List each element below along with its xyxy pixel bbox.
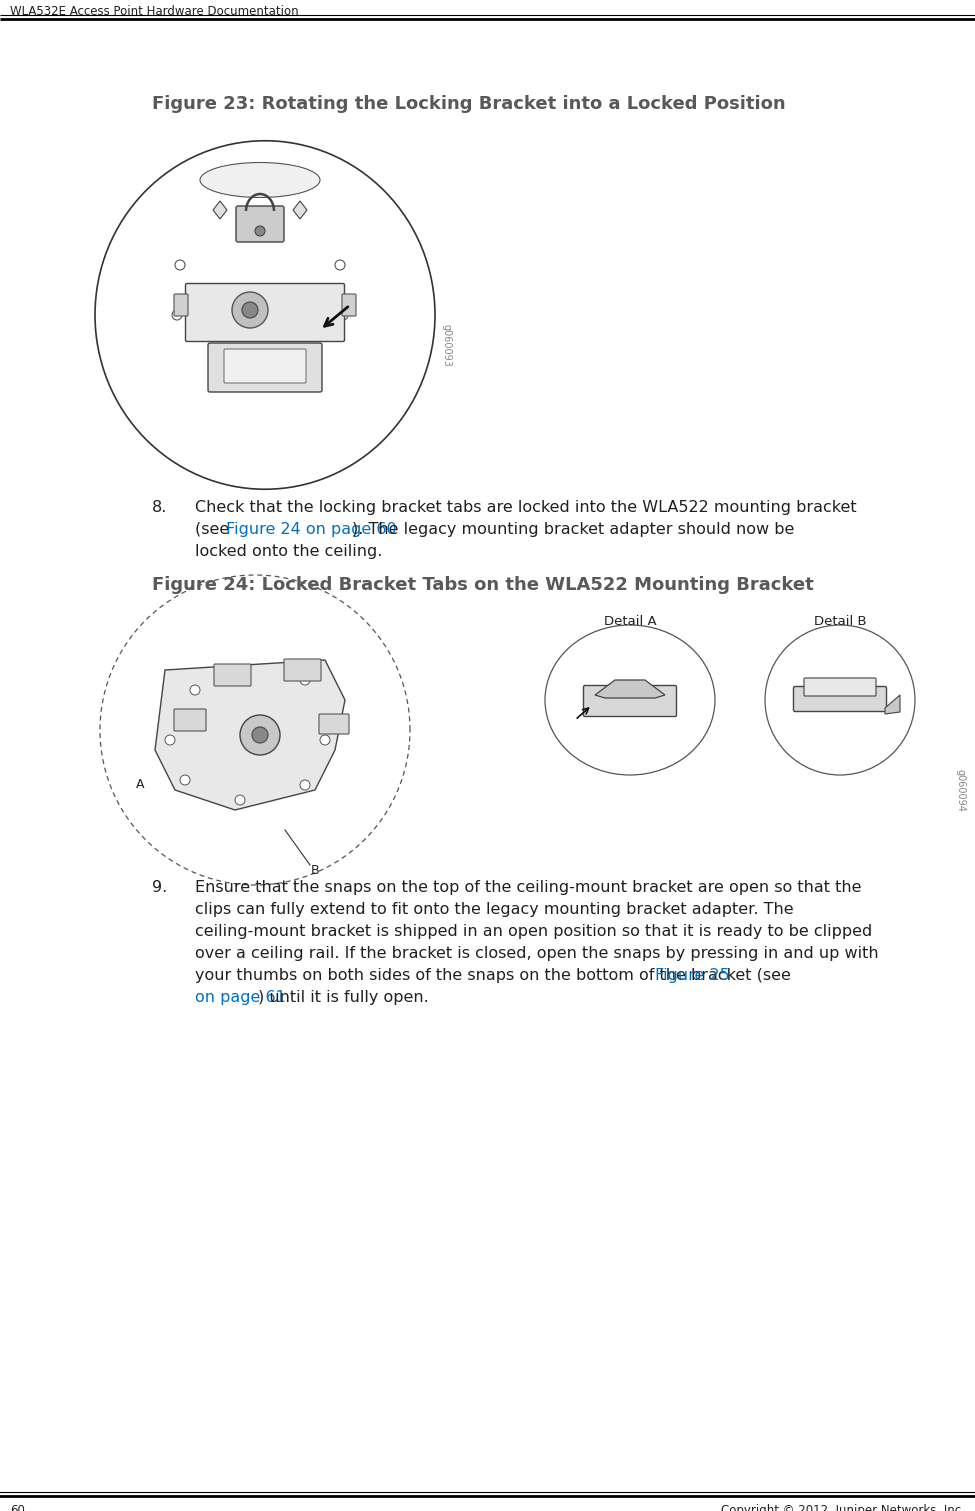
Circle shape [190,684,200,695]
Circle shape [320,734,330,745]
FancyBboxPatch shape [174,709,206,731]
Polygon shape [213,201,227,219]
Text: ). The legacy mounting bracket adapter should now be: ). The legacy mounting bracket adapter s… [353,521,795,536]
Text: g060093: g060093 [442,323,452,367]
Ellipse shape [200,163,320,198]
FancyBboxPatch shape [224,349,306,382]
Text: ceiling-mount bracket is shipped in an open position so that it is ready to be c: ceiling-mount bracket is shipped in an o… [195,925,873,938]
FancyBboxPatch shape [208,343,322,391]
Circle shape [180,775,190,786]
Text: Detail A: Detail A [604,615,656,629]
Text: (see: (see [195,521,234,536]
Circle shape [255,227,265,236]
Text: WLA532E Access Point Hardware Documentation: WLA532E Access Point Hardware Documentat… [10,5,298,18]
FancyBboxPatch shape [236,205,284,242]
Text: 60: 60 [10,1503,25,1511]
Circle shape [335,260,345,270]
Ellipse shape [765,626,915,775]
Circle shape [240,715,280,756]
Text: Figure 24: Locked Bracket Tabs on the WLA522 Mounting Bracket: Figure 24: Locked Bracket Tabs on the WL… [152,576,814,594]
Circle shape [172,310,182,320]
Text: Figure 24 on page 60: Figure 24 on page 60 [226,521,397,536]
Polygon shape [155,660,345,810]
Circle shape [252,727,268,743]
Circle shape [338,310,348,320]
Text: 8.: 8. [152,500,168,515]
Circle shape [165,734,175,745]
Text: B: B [311,863,320,876]
Text: Check that the locking bracket tabs are locked into the WLA522 mounting bracket: Check that the locking bracket tabs are … [195,500,857,515]
Ellipse shape [545,626,715,775]
Circle shape [232,292,268,328]
Text: on page 61: on page 61 [195,990,286,1005]
FancyBboxPatch shape [342,295,356,316]
Text: Ensure that the snaps on the top of the ceiling-mount bracket are open so that t: Ensure that the snaps on the top of the … [195,879,862,895]
Ellipse shape [95,141,435,490]
FancyBboxPatch shape [185,284,344,341]
Text: g060094: g060094 [955,769,965,811]
Text: A: A [136,778,144,792]
FancyBboxPatch shape [794,686,886,712]
Text: clips can fully extend to fit onto the legacy mounting bracket adapter. The: clips can fully extend to fit onto the l… [195,902,794,917]
Circle shape [175,260,185,270]
Text: 9.: 9. [152,879,168,895]
FancyBboxPatch shape [804,678,876,697]
FancyBboxPatch shape [174,295,188,316]
Text: Copyright © 2012, Juniper Networks, Inc.: Copyright © 2012, Juniper Networks, Inc. [722,1503,965,1511]
Text: your thumbs on both sides of the snaps on the bottom of the bracket (see: your thumbs on both sides of the snaps o… [195,969,796,984]
Text: over a ceiling rail. If the bracket is closed, open the snaps by pressing in and: over a ceiling rail. If the bracket is c… [195,946,878,961]
Text: locked onto the ceiling.: locked onto the ceiling. [195,544,382,559]
FancyBboxPatch shape [583,686,677,716]
Text: ) until it is fully open.: ) until it is fully open. [258,990,429,1005]
Text: Figure 23: Rotating the Locking Bracket into a Locked Position: Figure 23: Rotating the Locking Bracket … [152,95,786,113]
Circle shape [242,302,258,317]
Circle shape [235,795,245,805]
Polygon shape [293,201,307,219]
FancyBboxPatch shape [214,663,251,686]
Circle shape [300,675,310,684]
Polygon shape [885,695,900,715]
Text: Detail B: Detail B [814,615,867,629]
Text: Figure 25: Figure 25 [655,969,729,984]
FancyBboxPatch shape [284,659,321,681]
Circle shape [300,780,310,790]
Polygon shape [595,680,665,698]
FancyBboxPatch shape [319,715,349,734]
